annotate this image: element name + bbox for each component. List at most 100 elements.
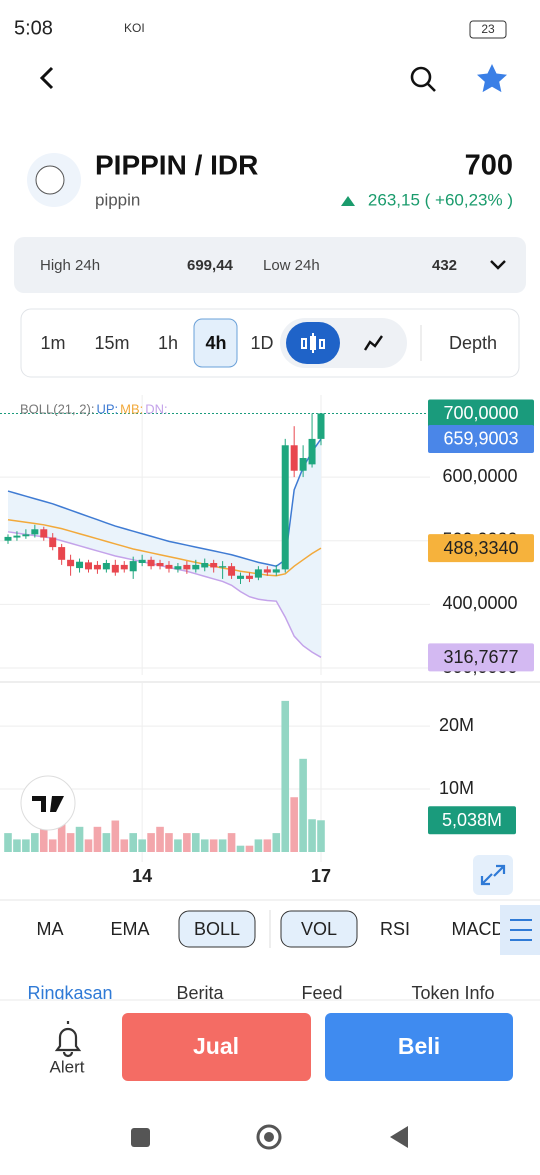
volume-bar — [281, 700, 290, 852]
indicator-tab[interactable]: MA — [37, 919, 64, 939]
candle-body — [138, 559, 146, 563]
fullscreen-icon — [480, 864, 506, 886]
timeframe-tab[interactable]: 15m — [94, 333, 129, 353]
volume-bar — [209, 839, 218, 852]
indicator-selected — [178, 910, 256, 948]
candle-icon — [301, 333, 325, 353]
nav-recents[interactable] — [131, 1128, 150, 1147]
legend-item: DN: — [145, 402, 167, 417]
section-tab[interactable]: Ringkasan — [27, 983, 112, 1003]
pair: PIPPIN / IDR — [95, 149, 258, 180]
up-arrow — [341, 196, 355, 206]
volume-bar — [227, 833, 236, 852]
candle-body — [49, 537, 57, 548]
candle-body — [22, 534, 30, 537]
timeframe-tab[interactable]: 1h — [158, 333, 178, 353]
fullscreen-button[interactable] — [473, 855, 513, 895]
indicator-tab[interactable]: VOL — [301, 919, 337, 939]
timeframe-selected — [193, 318, 238, 368]
candle-body — [245, 575, 253, 579]
volume-bar — [156, 826, 164, 852]
volume-bar — [290, 797, 298, 852]
boll-mb — [7, 518, 322, 577]
candle-body — [67, 559, 75, 567]
nav-home[interactable] — [256, 1124, 282, 1150]
timeframe-tab[interactable]: 1D — [250, 333, 273, 353]
candle-body — [84, 562, 92, 570]
candle-body — [201, 563, 209, 568]
candle-body — [308, 438, 316, 465]
nav-home-dot — [264, 1132, 274, 1142]
candle-body — [281, 445, 289, 570]
depth-tab[interactable]: Depth — [449, 333, 497, 353]
expand-stats[interactable] — [490, 260, 506, 270]
buy-button[interactable] — [325, 1013, 513, 1081]
price-badge — [428, 399, 534, 428]
candle-body — [299, 458, 307, 471]
volume-bar — [147, 833, 155, 852]
volume-bar — [22, 839, 30, 852]
buy-label[interactable]: Beli — [398, 1033, 440, 1059]
volume-bar — [200, 839, 209, 852]
sell-button[interactable] — [122, 1013, 311, 1081]
candle-body — [147, 559, 155, 567]
section-tab[interactable]: Berita — [176, 983, 224, 1003]
legend-item: BOLL(21, 2): — [20, 402, 94, 417]
volume-badge — [428, 806, 516, 835]
candle-body — [237, 575, 245, 579]
volume-bar — [66, 833, 75, 852]
candle-body — [210, 563, 218, 568]
price-badge — [428, 424, 534, 453]
x-tick-label: 14 — [132, 866, 152, 886]
sell-label[interactable]: Jual — [193, 1033, 239, 1059]
volume-bar — [13, 839, 21, 852]
indicator-tab[interactable]: BOLL — [194, 919, 240, 939]
alert-icon[interactable] — [54, 1021, 82, 1058]
volume-bar — [93, 826, 102, 852]
volume-bar — [299, 758, 307, 852]
price-badge-label: 488,3340 — [443, 538, 518, 558]
candle-body — [263, 569, 271, 573]
boll-dn — [7, 531, 322, 658]
timeframe-tab[interactable]: 4h — [205, 333, 226, 353]
nav-back[interactable] — [390, 1126, 408, 1148]
indicator-tab[interactable]: MACD — [452, 919, 505, 939]
alert-label[interactable]: Alert — [50, 1057, 85, 1076]
volume-bar — [165, 833, 173, 852]
candle-body — [219, 566, 227, 568]
timeframe-tab[interactable]: 1m — [40, 333, 65, 353]
volume-bar — [245, 845, 254, 852]
stats-box — [14, 237, 526, 293]
volume-bar — [263, 839, 272, 852]
search-button[interactable] — [410, 66, 436, 92]
line-mode[interactable] — [363, 335, 383, 351]
token-icon-face — [35, 165, 65, 195]
price-badge — [428, 534, 534, 563]
favorite-button[interactable] — [477, 64, 507, 93]
volume-bar — [4, 833, 12, 852]
price-badge-label: 659,9003 — [443, 429, 518, 449]
tab-row: Ringkasan Berita Feed Token Info — [27, 983, 494, 1003]
volume-bar — [236, 845, 245, 852]
volume-tick-label: 10M — [439, 778, 474, 798]
candle-body — [254, 569, 262, 578]
price-pane: BOLL(21, 2): UP: MB: DN: — [0, 395, 430, 675]
indicator-tab[interactable]: RSI — [380, 919, 410, 939]
volume-bar — [129, 833, 137, 852]
candle-body — [58, 547, 66, 560]
volume-bar — [75, 826, 84, 852]
volume-bar — [183, 833, 191, 852]
indicator-tab[interactable]: EMA — [110, 919, 149, 939]
candle-body — [317, 413, 325, 439]
volume-bar — [174, 839, 182, 852]
section-tab[interactable]: Feed — [301, 983, 342, 1003]
boll-legend: BOLL(21, 2): UP: MB: DN: — [20, 402, 168, 417]
candle-body — [290, 445, 298, 471]
volume-bar — [120, 839, 129, 852]
section-tab[interactable]: Token Info — [411, 983, 494, 1003]
back-button[interactable] — [39, 66, 54, 90]
legend-item: MB: — [120, 402, 143, 417]
candle-body — [31, 529, 39, 535]
volume-bar — [272, 833, 281, 852]
